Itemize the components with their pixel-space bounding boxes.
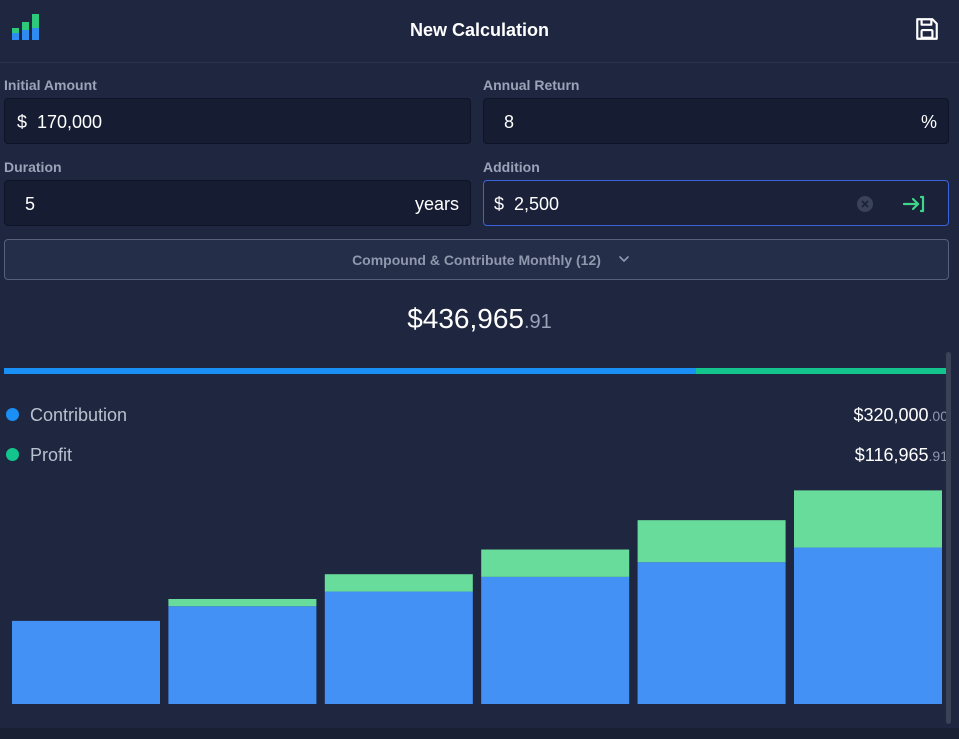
bar-profit-2 (324, 574, 473, 592)
initial-amount-field[interactable]: $ 170,000 (4, 98, 471, 144)
addition-value: 2,500 (514, 194, 560, 214)
legend-value-main: $116,965 (854, 445, 929, 465)
frequency-selected-label: Compound & Contribute Monthly (12) (352, 252, 601, 268)
initial-amount-label: Initial Amount (4, 77, 97, 93)
percent-suffix: % (920, 112, 937, 132)
currency-prefix: $ (494, 194, 505, 214)
years-suffix: years (414, 194, 459, 214)
total-amount-main: $436,965 (407, 303, 524, 334)
legend-value: $320,000.00 (853, 405, 948, 426)
annual-return-value: 8 (504, 112, 515, 132)
save-icon[interactable] (914, 16, 940, 42)
bar-contribution-4 (637, 562, 786, 704)
addition-label: Addition (483, 159, 540, 175)
profit-dot-icon (6, 448, 19, 461)
top-bar: New Calculation (0, 0, 959, 63)
legend-item-profit: Profit $116,965.91 (0, 443, 950, 467)
legend-value-cents: .00 (928, 408, 948, 424)
bar-contribution-3 (481, 576, 630, 704)
growth-bar-chart (12, 490, 942, 704)
legend-value: $116,965.91 (855, 445, 948, 466)
bar-profit-1 (168, 598, 317, 607)
addition-field[interactable]: $ 2,500 (483, 180, 949, 226)
duration-label: Duration (4, 159, 62, 175)
annual-return-label: Annual Return (483, 77, 580, 93)
bar-contribution-0 (12, 620, 160, 704)
duration-field[interactable]: 5 years (4, 180, 471, 226)
initial-amount-value: 170,000 (37, 112, 103, 132)
page-title: New Calculation (409, 20, 550, 40)
duration-value: 5 (25, 194, 36, 214)
chevron-down-icon (619, 256, 629, 262)
scrollbar[interactable] (946, 352, 951, 724)
contribution-share-fill (4, 368, 696, 374)
contribution-dot-icon (6, 408, 19, 421)
frequency-dropdown[interactable]: Compound & Contribute Monthly (12) (4, 239, 949, 280)
annual-return-field[interactable]: 8 % (483, 98, 949, 144)
total-amount-cents: .91 (523, 311, 552, 333)
arrow-right-to-bar-icon[interactable] (902, 194, 926, 214)
legend-item-contribution: Contribution $320,000.00 (0, 403, 950, 427)
legend-value-main: $320,000 (853, 405, 929, 425)
bar-contribution-5 (794, 547, 942, 704)
clear-icon[interactable] (856, 195, 874, 213)
bar-chart-app-icon (12, 14, 39, 40)
currency-prefix: $ (17, 112, 28, 132)
legend-label: Profit (30, 445, 73, 465)
bar-profit-5 (794, 490, 942, 548)
contribution-profit-bar (4, 368, 949, 374)
bar-contribution-2 (324, 591, 473, 704)
bottom-strip (0, 728, 959, 739)
legend-label: Contribution (30, 405, 128, 425)
bar-profit-3 (481, 549, 630, 577)
legend-value-cents: .91 (928, 448, 948, 464)
bar-contribution-1 (168, 606, 317, 704)
total-amount: $436,965.91 (0, 303, 959, 335)
bar-profit-4 (637, 520, 786, 563)
